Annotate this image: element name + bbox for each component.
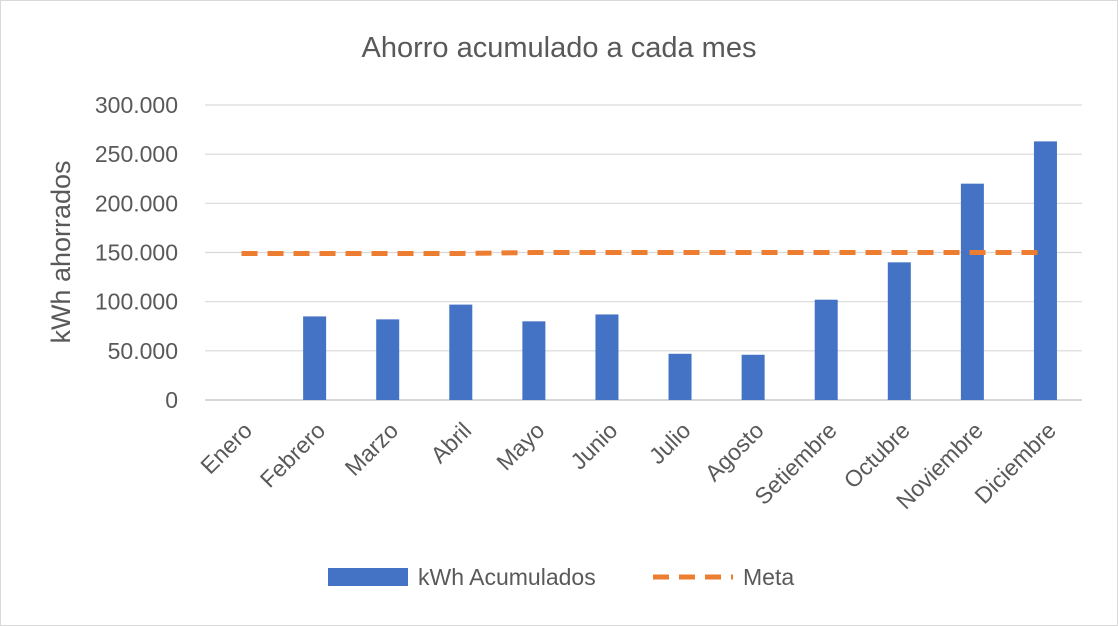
chart-title: Ahorro acumulado a cada mes xyxy=(362,32,757,64)
x-tick-label: Enero xyxy=(195,417,257,479)
y-tick-label: 300.000 xyxy=(95,92,178,118)
legend-swatch-bars xyxy=(328,568,408,586)
bar xyxy=(449,304,473,400)
target-series-line xyxy=(241,250,1046,256)
bar xyxy=(303,316,327,400)
bars xyxy=(303,141,1057,400)
y-tick-label: 200.000 xyxy=(95,190,178,216)
bar xyxy=(814,299,838,400)
y-axis-label: kWh ahorrados xyxy=(46,160,76,343)
x-tick-label: Julio xyxy=(644,417,696,469)
bar xyxy=(668,353,692,400)
legend: kWh Acumulados Meta xyxy=(328,564,794,590)
y-tick-labels: 0 50.000 100.000 150.000 200.000 250.000 300.0… xyxy=(95,92,178,413)
bar xyxy=(1033,141,1057,400)
target-line xyxy=(241,250,1046,256)
x-tick-label: Mayo xyxy=(491,417,549,475)
x-tick-label: Agosto xyxy=(700,417,769,486)
y-tick-label: 150.000 xyxy=(95,240,178,266)
x-tick-label: Febrero xyxy=(255,417,330,492)
y-tick-label: 50.000 xyxy=(108,338,178,364)
x-tick-label: Marzo xyxy=(340,417,404,481)
legend-label-line: Meta xyxy=(743,564,794,590)
bar xyxy=(595,314,619,400)
bar xyxy=(376,319,400,400)
x-tick-label: Abril xyxy=(425,417,476,468)
bar xyxy=(887,262,911,400)
bar xyxy=(522,321,546,400)
x-tick-label: Junio xyxy=(565,417,622,474)
y-tick-label: 0 xyxy=(165,387,178,413)
bar xyxy=(960,183,984,400)
gridlines xyxy=(205,104,1082,401)
y-tick-label: 100.000 xyxy=(95,289,178,315)
y-tick-label: 250.000 xyxy=(95,141,178,167)
legend-label-bars: kWh Acumulados xyxy=(418,564,596,590)
bar xyxy=(741,354,765,400)
